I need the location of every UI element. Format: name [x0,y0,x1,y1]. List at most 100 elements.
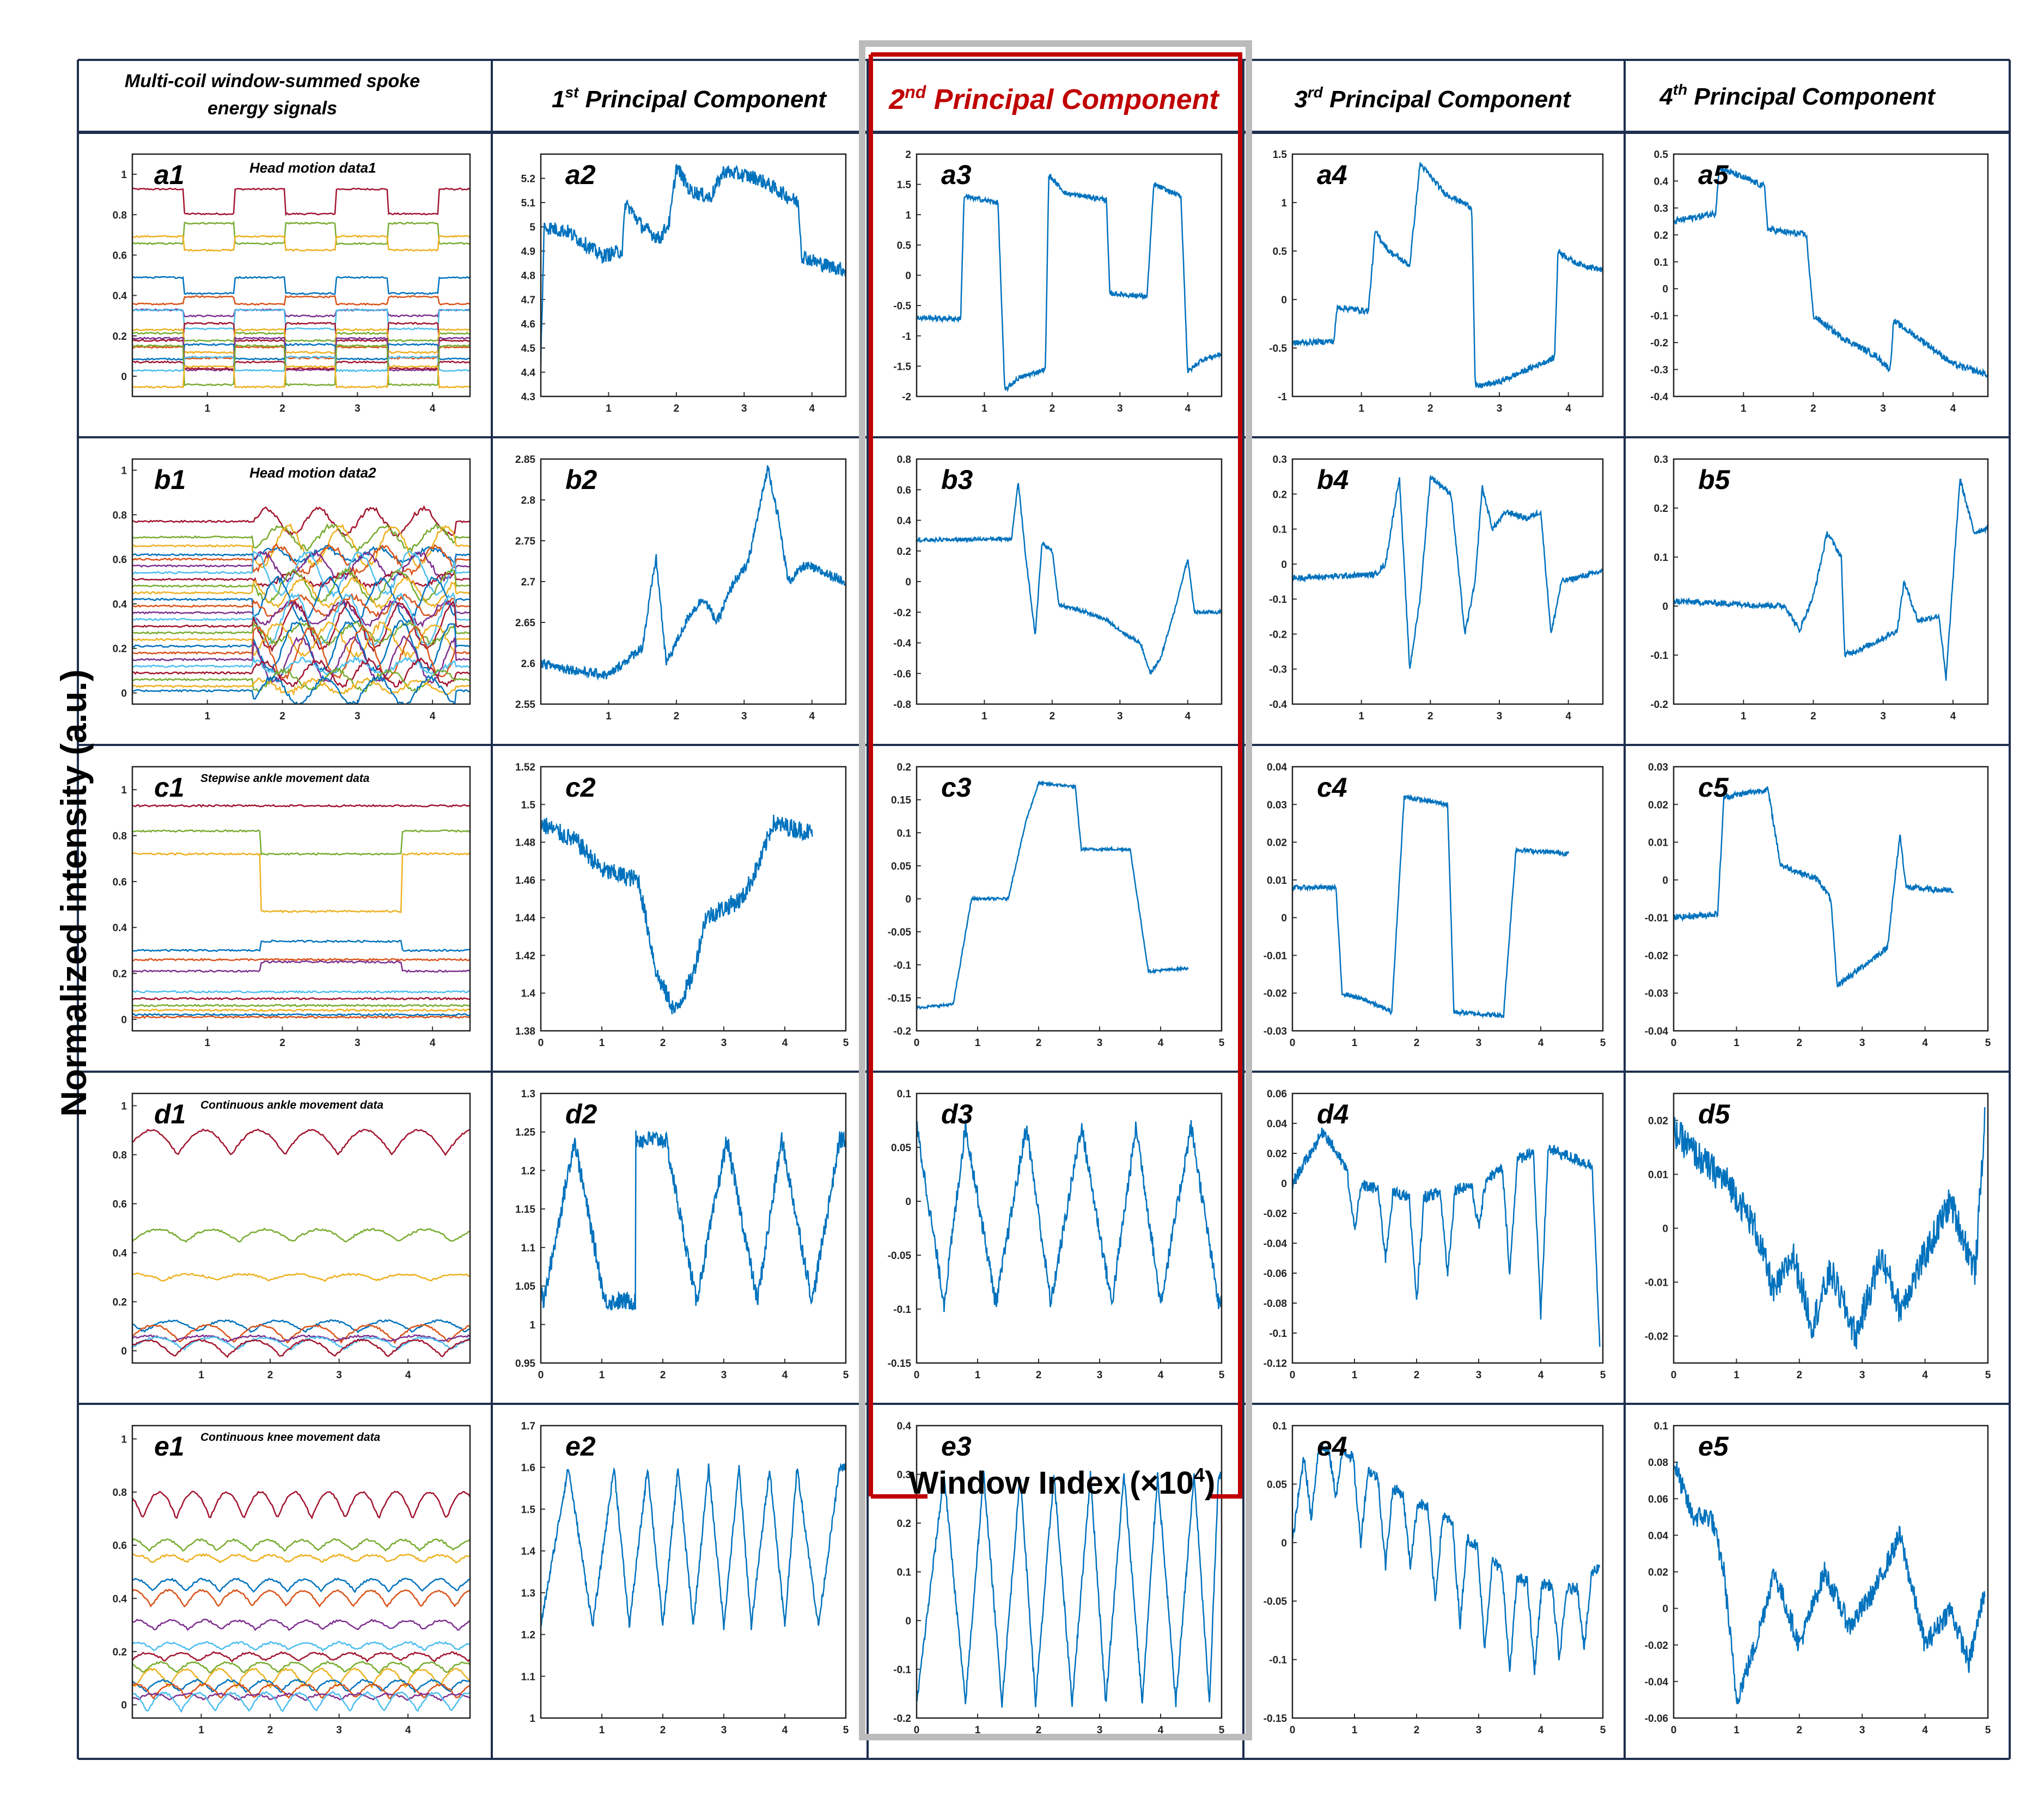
axes-frame [1673,1425,1989,1719]
ytick-label: -0.08 [1264,1298,1287,1310]
xtick-label: 1 [975,1037,981,1049]
ytick-label: 0.15 [891,795,911,806]
panel-label-d3: d3 [941,1099,973,1129]
ytick-label: 0.2 [897,546,911,558]
ytick-label: 1.48 [515,838,535,849]
pc-series-line [541,1130,846,1311]
ytick-label: 0.4 [113,1593,127,1605]
ytick-label: 1.1 [521,1671,536,1683]
panel-label-b4: b4 [1317,464,1349,495]
xtick-label: 1 [1352,1725,1358,1736]
table-grid [77,59,2011,1760]
panel-d5: -0.02 -0.01 0 0.01 0.02 0 1 2 3 4 5 d5 [1645,1092,1991,1381]
ytick-label: 0.1 [897,1089,912,1100]
xtick-label: 3 [1476,1725,1482,1736]
xtick-label: 2 [267,1370,273,1381]
ytick-label: 0.06 [1648,1494,1668,1505]
ytick-label: 1 [905,210,911,221]
series-line-9 [132,1667,470,1689]
xtick-label: 1 [599,1725,605,1736]
ytick-label: 0.4 [113,599,127,610]
ytick-label: 4.3 [521,392,535,403]
xtick-label: 2 [1036,1725,1042,1736]
panel-e5: -0.06 -0.04 -0.02 0 0.02 0.04 0.06 0.08 0.1 0 1 2 3 4… [1645,1421,1991,1736]
series-line-2 [132,523,470,569]
series-line-10 [132,1678,470,1694]
panel-label-d1: d1 [154,1099,186,1129]
xtick-label: 2 [1810,403,1816,414]
pc-series-line [917,1470,1222,1708]
panel-d4: -0.12 -0.1 -0.08 -0.06 -0.04 -0.02 0 0.02 0.04 0.… [1264,1089,1606,1381]
series-line-6 [132,1335,470,1351]
series-line-16 [132,621,470,659]
ytick-label: -1 [1278,392,1287,403]
ytick-label: -0.1 [1269,1328,1287,1340]
xtick-label: 2 [1414,1725,1420,1736]
ytick-label: 0 [1281,295,1287,306]
axes-frame [916,1425,1223,1719]
ytick-label: 2.75 [515,536,535,547]
ytick-label: 0.04 [1267,1118,1287,1130]
xtick-label: 4 [809,403,815,414]
series-line-0 [132,187,470,216]
ytick-label: 1 [1281,198,1287,209]
ytick-label: -0.03 [1645,988,1668,1000]
xtick-label: 0 [1671,1725,1677,1736]
ytick-label: 0 [1662,1604,1668,1615]
ytick-label: 0.8 [113,831,127,842]
ytick-label: 0 [1281,559,1287,571]
xtick-label: 2 [267,1725,273,1736]
panel-c1: 0 0.2 0.4 0.6 0.8 1 1 2 3 4 c1 Stepwise ankle movem… [113,766,471,1049]
xtick-label: 4 [405,1370,411,1381]
axes-frame [1673,1092,1989,1364]
ytick-label: -0.4 [893,638,911,650]
ytick-label: -0.5 [1269,343,1287,354]
ytick-label: 1.3 [521,1588,535,1599]
ytick-label: -0.2 [893,607,911,619]
ytick-label: -0.02 [1645,1331,1668,1343]
series-line-1 [132,1538,470,1552]
panel-label-a5: a5 [1698,160,1729,190]
xtick-label: 0 [1290,1037,1296,1049]
xtick-label: 5 [843,1037,849,1049]
axes-frame [916,766,1223,1032]
xtick-label: 1 [1358,711,1364,722]
xtick-label: 0 [1290,1370,1296,1381]
ytick-label: 0.01 [1267,875,1287,887]
series-group [1292,1445,1601,1676]
ytick-label: -0.2 [893,1713,911,1725]
axes-frame [1673,766,1989,1032]
column-headers: Multi-coil window-summed spoke energy si… [125,71,1936,119]
panel-label-a4: a4 [1317,160,1347,190]
xtick-label: 2 [1797,1725,1803,1736]
panel-label-d2: d2 [565,1099,597,1129]
xtick-label: 4 [1538,1370,1544,1381]
xtick-label: 1 [1352,1370,1358,1381]
series-line-2 [132,852,470,914]
series-line-8 [132,1660,470,1674]
series-line-8 [132,332,470,343]
xtick-label: 1 [981,403,987,414]
ytick-label: 0.1 [897,1567,912,1579]
ytick-label: 0.2 [113,969,127,980]
xtick-label: 3 [741,711,747,722]
pc-series-line [917,780,1189,1011]
panel-a2: 4.3 4.4 4.5 4.6 4.7 4.8 4.9 5 5.1 5.2 1 2 3 4 a2 [521,153,847,414]
series-line-9 [132,328,470,354]
panel-a4: -1 -0.5 0 0.5 1 1.5 1 2 3 4 a4 [1269,149,1604,414]
ytick-label: 4.7 [521,295,535,306]
ytick-label: 0.4 [1654,176,1669,187]
ytick-label: 5.2 [521,174,535,185]
pc-series-line [541,164,846,366]
xtick-label: 2 [1797,1370,1803,1381]
xtick-label: 2 [1036,1370,1042,1381]
series-group [132,804,470,1019]
xtick-label: 5 [1600,1370,1606,1381]
ytick-label: 0 [121,1014,127,1026]
xtick-label: 1 [975,1370,981,1381]
axes-frame [540,153,847,398]
series-line-1 [132,522,470,553]
series-line-8 [132,567,470,604]
series-line-11 [132,593,470,619]
ytick-label: -0.03 [1264,1026,1287,1037]
